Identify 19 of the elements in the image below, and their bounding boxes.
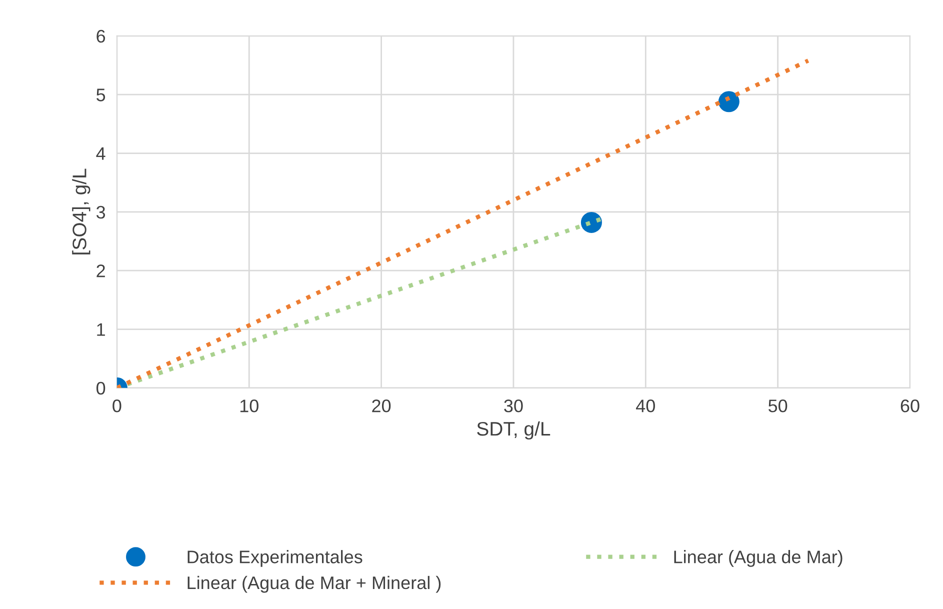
legend-label: Linear (Agua de Mar) xyxy=(674,550,842,567)
y-axis-title: [SO4], g/L xyxy=(72,168,90,254)
y-tick-label: 0 xyxy=(96,382,106,395)
x-tick-label: 40 xyxy=(636,400,655,412)
x-tick-label: 30 xyxy=(504,400,523,412)
y-tick-label: 5 xyxy=(96,88,106,102)
y-tick-label: 2 xyxy=(96,264,105,278)
y-tick-label: 4 xyxy=(96,147,106,160)
x-tick-label: 60 xyxy=(900,400,920,412)
legend-label: Datos Experimentales xyxy=(188,550,362,567)
x-tick-label: 50 xyxy=(768,400,788,412)
x-tick-label: 10 xyxy=(240,400,258,412)
x-tick-label: 20 xyxy=(372,400,391,412)
x-axis-title: SDT, g/L xyxy=(477,421,550,440)
y-tick-label: 6 xyxy=(96,30,106,43)
legend-label: Linear (Agua de Mar + Mineral ) xyxy=(188,576,441,593)
y-tick-label: 3 xyxy=(96,206,106,219)
x-tick-label: 0 xyxy=(112,400,122,412)
y-tick-label: 1 xyxy=(97,323,105,336)
